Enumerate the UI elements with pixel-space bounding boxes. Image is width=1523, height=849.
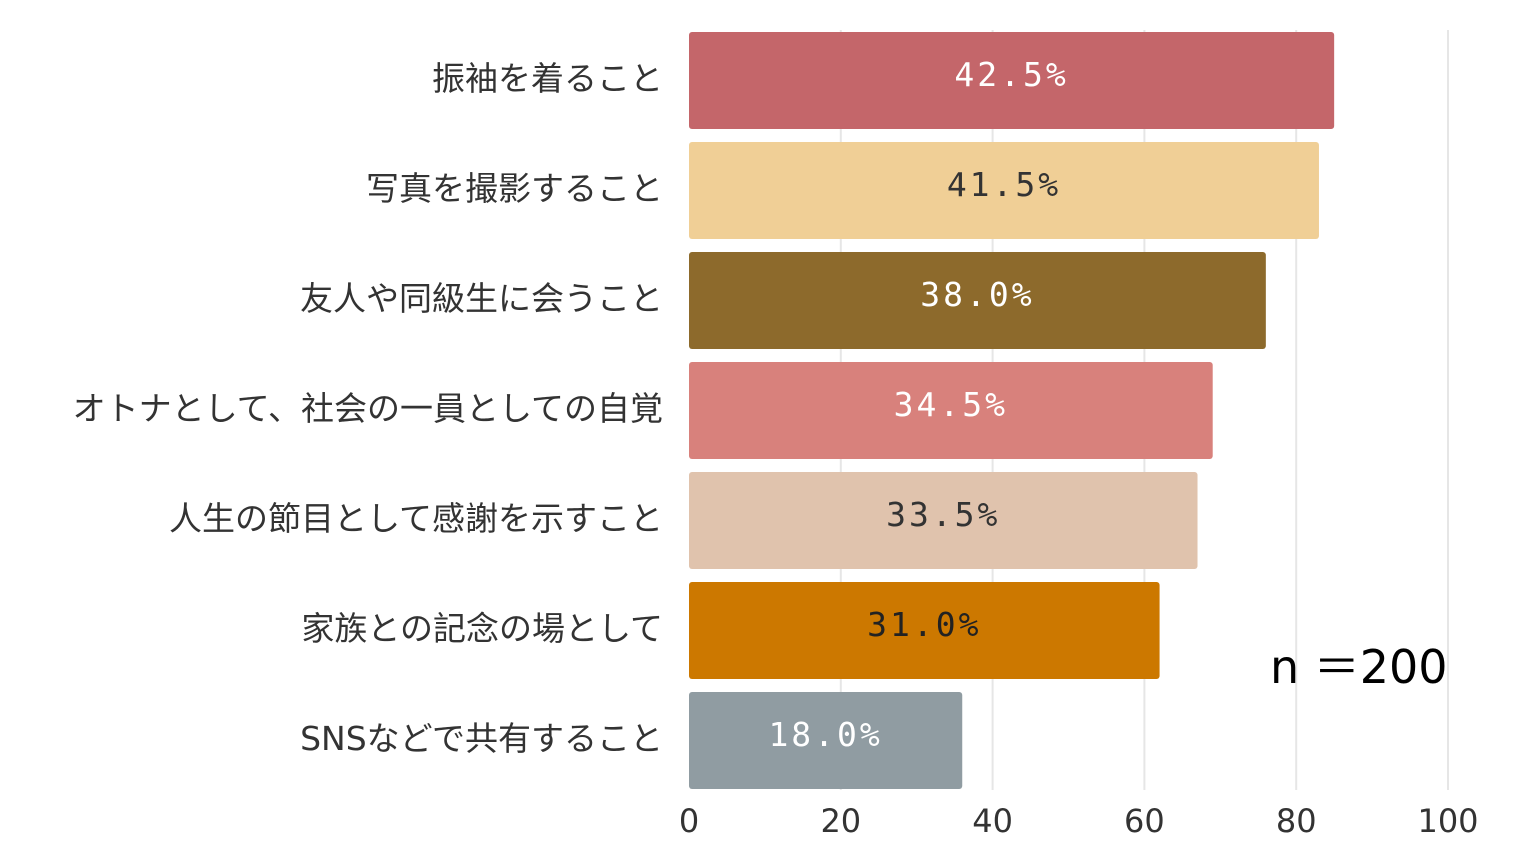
category-label: オトナとして、社会の一員としての自覚 xyxy=(73,389,663,428)
x-tick-label: 100 xyxy=(1417,802,1478,840)
bar-data-label: 34.5% xyxy=(894,385,1008,424)
bar-data-label: 41.5% xyxy=(947,165,1061,204)
bar-data-label: 33.5% xyxy=(886,495,1000,534)
bar-data-label: 31.0% xyxy=(867,605,981,644)
category-label: 写真を撮影すること xyxy=(366,169,663,208)
x-axis-ticks: 0 20 40 60 80 100 xyxy=(679,802,1479,840)
bar xyxy=(689,582,1160,679)
category-label: 振袖を着ること xyxy=(432,59,663,98)
x-tick-label: 40 xyxy=(972,802,1013,840)
bar-data-label: 18.0% xyxy=(768,715,882,754)
category-labels: 振袖を着ること写真を撮影すること友人や同級生に会うことオトナとして、社会の一員と… xyxy=(73,59,663,758)
bar-data-label: 42.5% xyxy=(954,55,1068,94)
category-label: 家族との記念の場として xyxy=(301,609,663,648)
bars: 42.5% 41.5% 38.0% 34.5% 33.5% 31.0% 18.0% xyxy=(689,32,1335,789)
bar-data-label: 38.0% xyxy=(920,275,1034,314)
category-label: 友人や同級生に会うこと xyxy=(300,279,663,318)
sample-size-annotation: n ＝200 xyxy=(1270,640,1448,694)
bar xyxy=(689,252,1266,349)
x-tick-label: 80 xyxy=(1276,802,1317,840)
bar xyxy=(689,472,1198,569)
x-tick-label: 0 xyxy=(679,802,699,840)
category-label: SNSなどで共有すること xyxy=(300,719,663,758)
bar xyxy=(689,32,1335,129)
category-label: 人生の節目として感謝を示すこと xyxy=(169,499,663,538)
bar xyxy=(689,362,1213,459)
x-tick-label: 60 xyxy=(1124,802,1165,840)
x-tick-label: 20 xyxy=(820,802,861,840)
bar xyxy=(689,692,963,789)
bar xyxy=(689,142,1319,239)
